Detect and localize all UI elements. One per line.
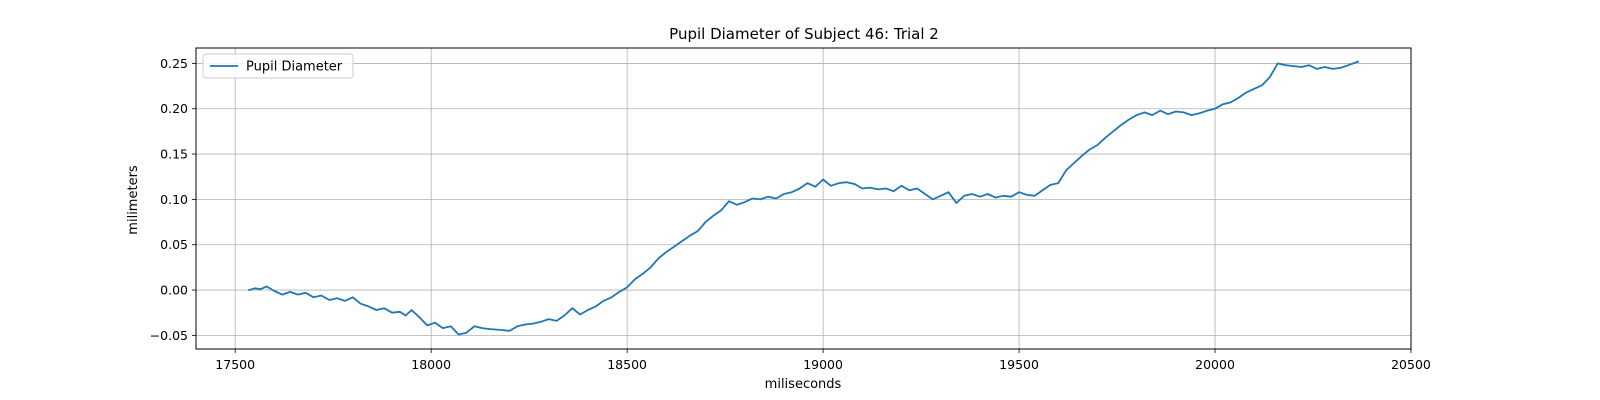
legend: Pupil Diameter [202,53,354,79]
series-layer [247,60,1359,336]
y-tick-label: 0.15 [160,147,188,162]
x-axis-ticks: 17500 18000 18500 19000 19500 20000 20500 [215,349,1431,372]
x-tick-label: 18000 [411,357,451,372]
y-axis-ticks: −0.05 0.00 0.05 0.10 0.15 0.20 0.25 [150,56,196,343]
series-line-pupil-diameter [247,60,1359,336]
x-tick-label: 18500 [607,357,647,372]
y-tick-label: 0.25 [160,56,188,71]
y-axis-label: milimeters [126,165,141,235]
x-tick-label: 19500 [999,357,1039,372]
y-tick-label: 0.10 [160,192,188,207]
y-tick-label: −0.05 [150,328,188,343]
y-tick-label: 0.20 [160,101,188,116]
x-tick-label: 20500 [1391,357,1431,372]
grid [196,48,1411,349]
x-axis-label: miliseconds [765,377,842,392]
chart-title: Pupil Diameter of Subject 46: Trial 2 [669,25,939,43]
legend-label: Pupil Diameter [246,60,343,75]
y-tick-label: 0.00 [160,283,188,298]
legend-box [202,53,354,79]
x-tick-label: 19000 [803,357,843,372]
x-tick-label: 17500 [215,357,255,372]
plot-frame [195,47,1412,350]
y-tick-label: 0.05 [160,237,188,252]
x-tick-label: 20000 [1195,357,1235,372]
